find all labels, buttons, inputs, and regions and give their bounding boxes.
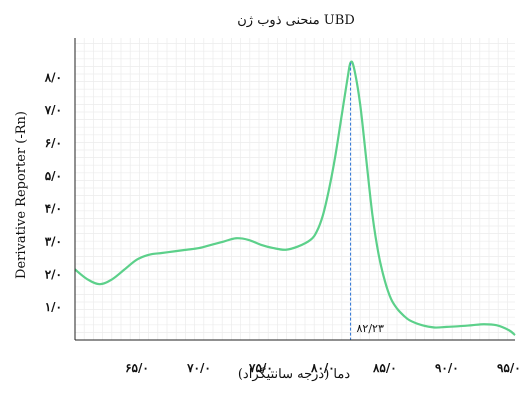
y-tick-label: ۶/۰ [45, 136, 62, 150]
y-tick-label: ۴/۰ [45, 202, 62, 216]
y-axis-title: Derivative Reporter (-Rn) [14, 111, 29, 279]
x-axis-title: دما (درجه سانتیگراد) [238, 366, 350, 382]
x-tick-label: ۷۰/۰ [186, 361, 211, 375]
x-tick-label: ۹۵/۰ [497, 361, 521, 375]
peak-marker-label: ۸۲/۲۳ [357, 322, 384, 335]
x-tick-label: ۹۰/۰ [435, 361, 459, 375]
y-tick-label: ۵/۰ [45, 169, 62, 183]
x-tick-label: ۶۵/۰ [125, 361, 149, 375]
chart-title: منحنی ذوب ژن UBD [237, 13, 355, 28]
x-tick-label: ۸۵/۰ [372, 361, 397, 375]
y-tick-label: ۷/۰ [44, 103, 62, 117]
y-tick-label: ۳/۰ [45, 235, 62, 249]
y-tick-label: ۲/۰ [45, 267, 62, 281]
y-tick-label: ۸/۰ [44, 70, 62, 84]
y-tick-label: ۱/۰ [45, 300, 62, 314]
